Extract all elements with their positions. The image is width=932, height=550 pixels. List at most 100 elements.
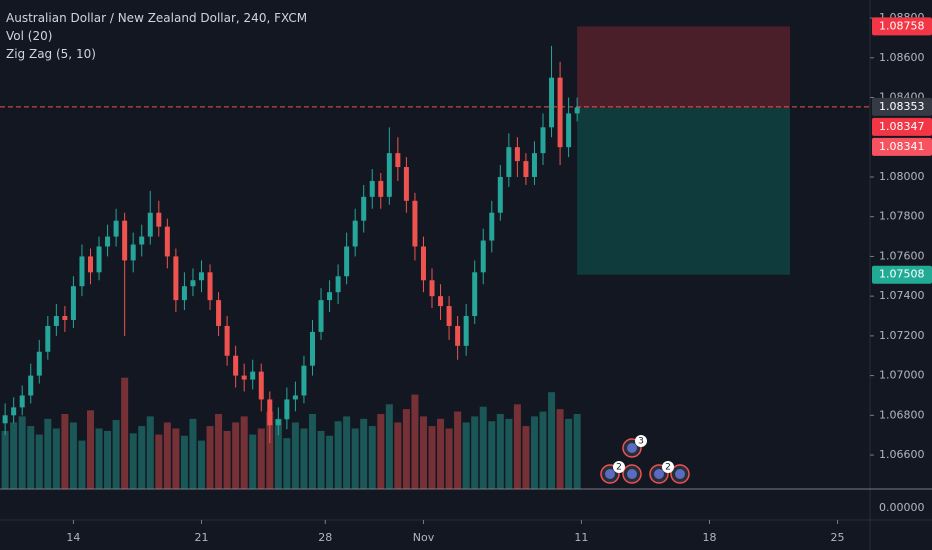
volume-bar xyxy=(206,426,214,489)
volume-bar xyxy=(129,433,137,489)
volume-bar xyxy=(104,430,112,489)
volume-bar xyxy=(266,411,274,489)
volume-bar xyxy=(530,416,538,489)
volume-bar xyxy=(513,404,521,489)
volume-bar xyxy=(223,430,231,489)
candle-body xyxy=(378,180,384,197)
price-label: 1.08341 xyxy=(879,140,925,153)
candle-body xyxy=(28,375,34,396)
volume-bar xyxy=(428,426,436,489)
stop-zone[interactable] xyxy=(577,26,790,109)
event-flag[interactable] xyxy=(627,443,637,453)
candle-body xyxy=(489,212,495,241)
volume-bar xyxy=(189,418,197,489)
event-flag[interactable] xyxy=(605,469,615,479)
candle-body xyxy=(438,296,444,307)
candle-body xyxy=(96,246,102,273)
event-count-bg[interactable] xyxy=(613,461,625,473)
volume-bar xyxy=(87,410,95,489)
candle-body xyxy=(45,325,51,352)
volume-bar xyxy=(172,428,180,489)
volume-bar xyxy=(283,438,291,489)
price-label-bg xyxy=(872,137,932,156)
candle-body xyxy=(11,407,17,416)
volume-bar xyxy=(69,422,77,489)
volume-bar xyxy=(462,422,470,489)
volume-bar xyxy=(155,434,163,489)
x-tick-label: 21 xyxy=(194,531,208,544)
candle-body xyxy=(455,325,461,346)
candle-body xyxy=(506,147,512,177)
candle-body xyxy=(88,256,94,273)
event-count[interactable]: 3 xyxy=(638,437,644,447)
candle-body xyxy=(480,240,486,273)
candle-body xyxy=(318,300,324,332)
candle-body xyxy=(181,286,187,301)
candle-body xyxy=(36,351,42,376)
y-tick-label: 1.07600 xyxy=(879,249,925,262)
indicator-label[interactable]: Vol (20) xyxy=(6,29,52,43)
candle-body xyxy=(258,371,264,400)
volume-bar xyxy=(539,411,547,489)
event-flag[interactable] xyxy=(654,469,664,479)
candle-body xyxy=(557,77,563,148)
volume-bar xyxy=(402,409,410,489)
candle-body xyxy=(463,316,469,346)
volume-bar xyxy=(249,434,257,489)
event-count[interactable]: 2 xyxy=(665,463,671,473)
events[interactable]: 3 2 2 xyxy=(600,435,690,484)
candle-body xyxy=(446,306,452,326)
price-label-bg xyxy=(872,117,932,136)
candle-body xyxy=(19,395,25,408)
candle-body xyxy=(147,212,153,237)
indicator-label[interactable]: Zig Zag (5, 10) xyxy=(6,47,96,61)
volume-bar xyxy=(95,428,103,489)
candle-body xyxy=(429,280,435,297)
y-tick-label: 1.08000 xyxy=(879,170,925,183)
candle-body xyxy=(284,399,290,420)
volume-bar xyxy=(565,418,573,489)
position-tool[interactable] xyxy=(0,26,870,275)
price-label: 1.08758 xyxy=(879,19,925,32)
volume-bar xyxy=(240,416,248,489)
volume-bar xyxy=(257,428,265,489)
candle-body xyxy=(241,375,247,380)
volume-bar xyxy=(61,413,69,489)
x-tick-label: Nov xyxy=(413,531,435,544)
candle-body xyxy=(386,153,392,197)
x-tick-label: 18 xyxy=(702,531,716,544)
event-flag[interactable] xyxy=(675,469,685,479)
y-tick-label: 1.06600 xyxy=(879,448,925,461)
candle-body xyxy=(395,153,401,168)
volume-bar xyxy=(437,418,445,489)
volume-bar xyxy=(18,416,26,489)
candle-body xyxy=(361,196,367,221)
volume-bars xyxy=(1,377,581,489)
price-label: 1.07508 xyxy=(879,268,925,281)
y-tick-label: 1.07400 xyxy=(879,289,925,302)
volume-bar xyxy=(326,435,334,489)
candle-body xyxy=(173,256,179,301)
axes: 1.088001.086001.084001.080001.078001.076… xyxy=(66,11,932,544)
target-zone[interactable] xyxy=(577,108,790,275)
candle-body xyxy=(472,272,478,317)
volume-bar xyxy=(479,406,487,489)
event-count-bg[interactable] xyxy=(635,435,647,447)
volume-bar xyxy=(44,418,52,489)
volume-bar xyxy=(274,418,282,489)
x-tick-label: 14 xyxy=(66,531,80,544)
candle-body xyxy=(327,292,333,301)
candle-body xyxy=(497,176,503,213)
event-count-bg[interactable] xyxy=(662,461,674,473)
candle-body xyxy=(301,365,307,396)
price-label-bg xyxy=(872,265,932,284)
event-count[interactable]: 2 xyxy=(616,463,622,473)
candle-body xyxy=(531,153,537,177)
volume-bar xyxy=(556,409,564,489)
candle-body xyxy=(335,276,341,293)
volume-bar xyxy=(1,430,9,489)
chart-title: Australian Dollar / New Zealand Dollar, … xyxy=(6,11,307,25)
event-flag[interactable] xyxy=(627,469,637,479)
